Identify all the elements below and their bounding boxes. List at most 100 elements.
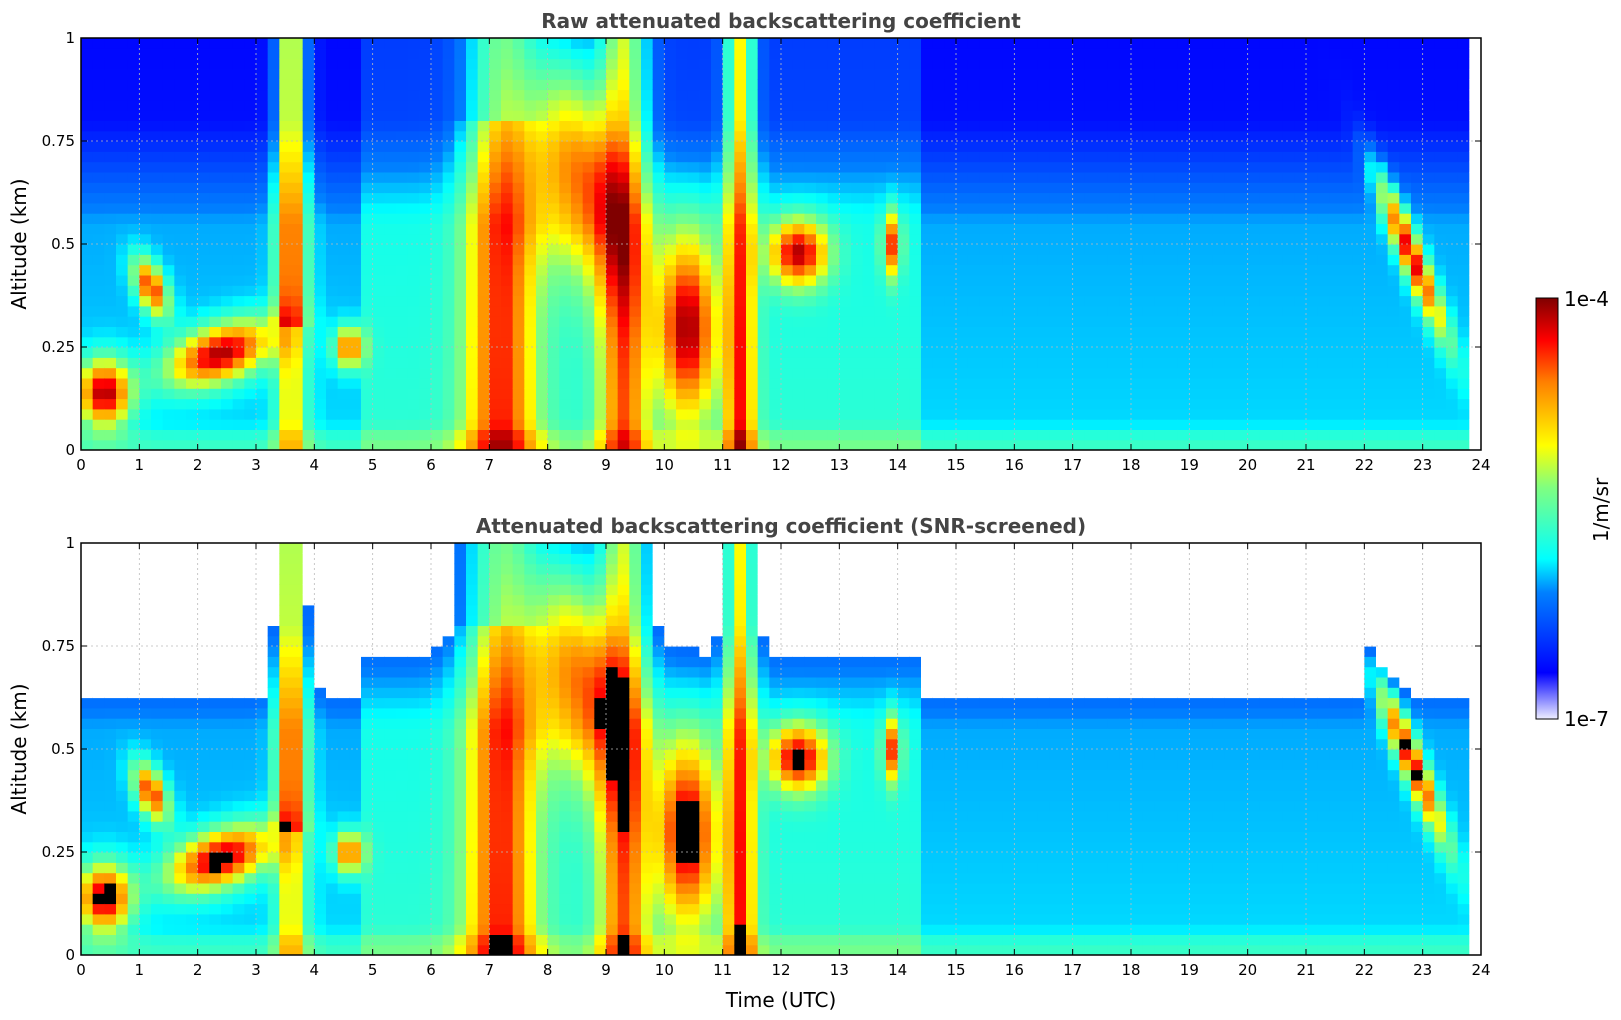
heat-cell bbox=[361, 388, 374, 400]
heat-cell bbox=[1399, 388, 1412, 400]
heat-cell bbox=[349, 120, 362, 132]
heat-cell bbox=[559, 79, 572, 91]
heat-cell bbox=[851, 233, 864, 245]
heat-cell bbox=[921, 326, 934, 338]
heat-cell bbox=[676, 192, 689, 204]
heat-cell bbox=[851, 264, 864, 276]
heat-cell bbox=[162, 79, 175, 91]
heat-cell bbox=[1212, 161, 1225, 173]
heat-cell bbox=[1096, 408, 1109, 420]
heat-cell bbox=[664, 120, 677, 132]
x-tick-label: 12 bbox=[771, 456, 790, 474]
heat-cell bbox=[454, 377, 467, 389]
heat-cell bbox=[1434, 264, 1447, 276]
heat-cell bbox=[1247, 388, 1260, 400]
heat-cell bbox=[1294, 347, 1307, 358]
heat-cell bbox=[372, 439, 385, 450]
heat-cell bbox=[1037, 274, 1050, 286]
heat-cell bbox=[256, 141, 269, 152]
heat-cell bbox=[209, 213, 222, 224]
heat-cell bbox=[1189, 110, 1202, 121]
heat-cell bbox=[442, 223, 455, 235]
heat-cell bbox=[151, 202, 164, 214]
heat-cell bbox=[956, 89, 969, 101]
heat-cell bbox=[1072, 377, 1085, 389]
heat-cell bbox=[1201, 38, 1214, 49]
heat-cell bbox=[186, 141, 199, 152]
heat-cell bbox=[384, 419, 397, 430]
heat-cell bbox=[687, 408, 700, 420]
heat-cell bbox=[769, 141, 782, 152]
heat-cell bbox=[1131, 244, 1144, 255]
heat-cell bbox=[384, 110, 397, 121]
heat-cell bbox=[431, 182, 444, 194]
heat-cell bbox=[1259, 130, 1272, 142]
heat-cell bbox=[1282, 367, 1295, 379]
heat-cell bbox=[1422, 48, 1435, 60]
heat-cell bbox=[337, 274, 350, 286]
heat-cell bbox=[652, 336, 665, 348]
heat-cell bbox=[326, 141, 339, 152]
heat-cell bbox=[1189, 419, 1202, 430]
heat-cell bbox=[1072, 202, 1085, 214]
heat-cell bbox=[1457, 408, 1470, 420]
heat-cell bbox=[1166, 233, 1179, 245]
heat-cell bbox=[991, 68, 1004, 80]
heat-cell bbox=[361, 326, 374, 338]
heat-cell bbox=[1119, 38, 1132, 49]
heat-cell bbox=[1259, 295, 1272, 307]
heat-cell bbox=[1224, 38, 1237, 49]
heat-cell bbox=[641, 171, 654, 183]
heat-cell bbox=[454, 141, 467, 152]
heat-cell bbox=[921, 419, 934, 430]
heat-cell bbox=[396, 182, 409, 194]
heat-cell bbox=[477, 254, 490, 266]
heat-cell bbox=[827, 429, 840, 441]
heat-cell bbox=[232, 151, 245, 163]
heat-cell bbox=[1049, 367, 1062, 379]
heat-cell bbox=[151, 120, 164, 132]
heat-cell bbox=[372, 38, 385, 49]
heat-cell bbox=[1107, 316, 1120, 327]
heat-cell bbox=[886, 388, 899, 400]
heat-cell bbox=[174, 48, 187, 60]
heat-cell bbox=[221, 161, 234, 173]
heat-cell bbox=[139, 295, 152, 307]
heat-cell bbox=[256, 48, 269, 60]
heat-cell bbox=[1201, 377, 1214, 389]
heat-cell bbox=[1236, 377, 1249, 389]
heat-cell bbox=[1084, 151, 1097, 163]
heat-cell bbox=[197, 419, 210, 430]
heat-cell bbox=[314, 79, 327, 91]
heat-cell bbox=[967, 347, 980, 358]
heat-cell bbox=[1119, 336, 1132, 348]
heat-cell bbox=[1061, 295, 1074, 307]
heat-cell bbox=[1434, 357, 1447, 369]
heat-cell bbox=[407, 398, 420, 410]
heat-cell bbox=[827, 120, 840, 132]
heat-cell bbox=[571, 305, 584, 317]
heat-cell bbox=[1037, 305, 1050, 317]
heat-cell bbox=[1469, 130, 1481, 142]
heat-cell bbox=[991, 285, 1004, 297]
heat-cell bbox=[1457, 285, 1470, 297]
heat-cell bbox=[1049, 429, 1062, 441]
heat-cell bbox=[991, 161, 1004, 173]
heat-cell bbox=[746, 223, 759, 235]
heat-cell bbox=[104, 130, 117, 142]
heat-cell bbox=[1352, 38, 1365, 49]
heat-cell bbox=[722, 192, 735, 204]
heat-cell bbox=[956, 274, 969, 286]
heat-cell bbox=[909, 223, 922, 235]
heat-cell bbox=[1434, 171, 1447, 183]
heat-cell bbox=[1002, 264, 1015, 276]
heat-cell bbox=[407, 171, 420, 183]
heat-cell bbox=[326, 202, 339, 214]
heat-cell bbox=[1037, 120, 1050, 132]
heat-cell bbox=[1189, 408, 1202, 420]
heat-cell bbox=[874, 285, 887, 297]
heat-cell bbox=[279, 388, 292, 400]
heat-cell bbox=[372, 316, 385, 327]
heat-cell bbox=[419, 347, 432, 358]
heat-cell bbox=[1306, 120, 1319, 132]
